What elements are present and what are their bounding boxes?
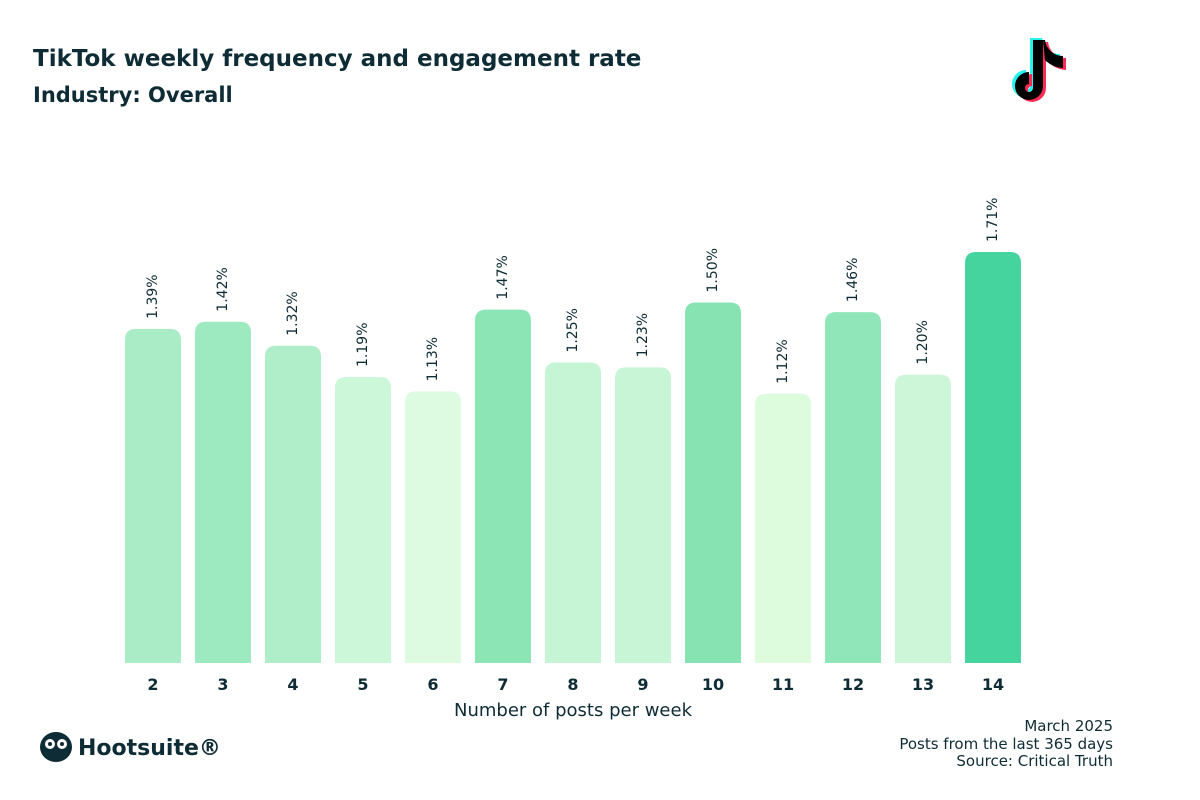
x-tick-label: 8	[567, 675, 578, 694]
bar	[755, 393, 811, 663]
x-tick-label: 7	[497, 675, 508, 694]
x-tick-label: 9	[637, 675, 648, 694]
bar	[405, 391, 461, 663]
value-label: 1.23%	[635, 313, 651, 357]
value-label: 1.13%	[425, 337, 441, 381]
bar	[825, 312, 881, 663]
x-tick-label: 13	[912, 675, 934, 694]
x-tick-label: 10	[702, 675, 724, 694]
bar	[685, 302, 741, 663]
value-label: 1.47%	[495, 255, 511, 299]
value-label: 1.25%	[565, 308, 581, 352]
brand-logo: Hootsuite®	[40, 732, 221, 762]
value-label: 1.12%	[775, 339, 791, 383]
chart-title: TikTok weekly frequency and engagement r…	[33, 46, 641, 72]
bar	[265, 345, 321, 663]
brand-name: Hootsuite®	[78, 736, 221, 761]
x-tick-label: 3	[217, 675, 228, 694]
x-tick-label: 4	[287, 675, 298, 694]
value-label: 1.32%	[285, 291, 301, 335]
footer-note: Posts from the last 365 days	[899, 735, 1113, 753]
x-tick-label: 11	[772, 675, 794, 694]
bar	[895, 374, 951, 663]
x-axis-label: Number of posts per week	[454, 700, 693, 721]
bar	[335, 376, 391, 663]
x-tick-label: 5	[357, 675, 368, 694]
chart-subtitle: Industry: Overall	[33, 83, 233, 107]
value-label: 1.39%	[145, 274, 161, 318]
value-label: 1.50%	[705, 248, 721, 292]
value-label: 1.46%	[845, 258, 861, 302]
value-label: 1.71%	[985, 198, 1001, 242]
footer-note: March 2025	[1024, 717, 1113, 735]
bar	[965, 252, 1021, 663]
value-label: 1.20%	[915, 320, 931, 364]
x-tick-label: 2	[147, 675, 158, 694]
footer-note: Source: Critical Truth	[956, 752, 1113, 770]
bar	[475, 309, 531, 663]
value-label: 1.42%	[215, 267, 231, 311]
x-tick-label: 14	[982, 675, 1004, 694]
value-label: 1.19%	[355, 322, 371, 366]
bar	[125, 328, 181, 663]
x-tick-label: 12	[842, 675, 864, 694]
bar	[545, 362, 601, 663]
bar	[615, 367, 671, 663]
x-tick-label: 6	[427, 675, 438, 694]
tiktok-logo	[1012, 38, 1066, 102]
bar	[195, 321, 251, 663]
